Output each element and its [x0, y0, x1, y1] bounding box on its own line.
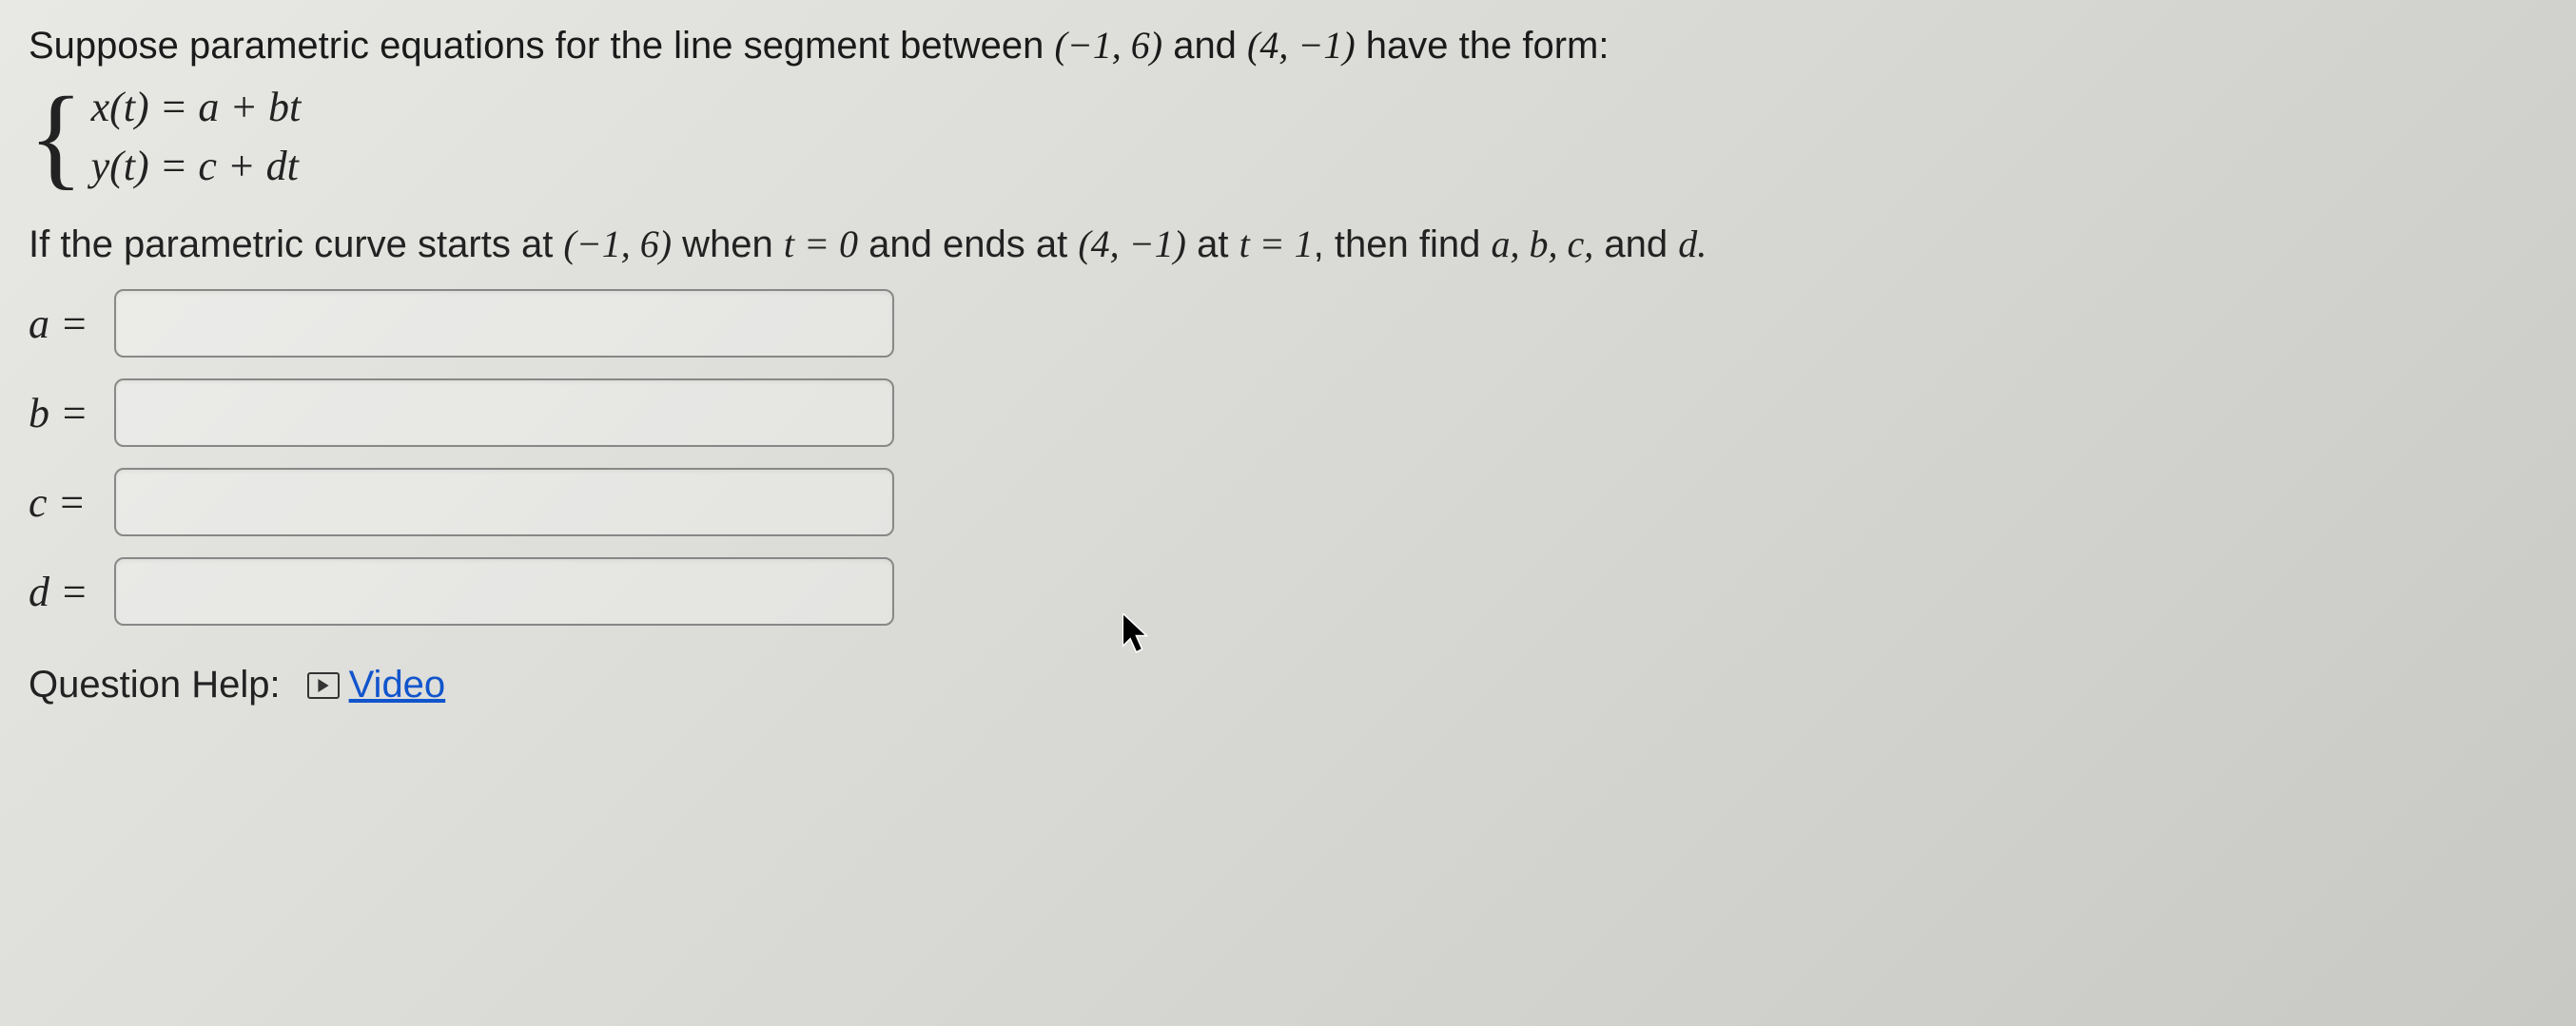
video-label: Video: [349, 664, 446, 707]
help-label: Question Help:: [29, 664, 281, 707]
prompt-text: and ends at: [858, 223, 1078, 265]
prompt-text: , then find: [1314, 223, 1492, 265]
prompt-text: If the parametric curve starts at: [29, 223, 563, 265]
prompt-var-d: d.: [1678, 223, 1707, 265]
prompt-t1: t = 1: [1239, 223, 1314, 265]
system-equations: { x(t) = a + bt y(t) = c + dt: [29, 78, 2547, 195]
prompt-text: at: [1186, 223, 1239, 265]
input-a[interactable]: [114, 289, 894, 358]
system-lines: x(t) = a + bt y(t) = c + dt: [91, 78, 302, 195]
question-prompt: If the parametric curve starts at (−1, 6…: [29, 222, 2547, 266]
label-d: d =: [29, 568, 114, 616]
prompt-t0: t = 0: [784, 223, 858, 265]
label-c: c =: [29, 478, 114, 527]
question-help-row: Question Help: Video: [29, 664, 2547, 707]
input-c[interactable]: [114, 468, 894, 536]
prompt-text: when: [672, 223, 784, 265]
input-row-c: c =: [29, 468, 2547, 536]
input-b[interactable]: [114, 378, 894, 447]
video-link[interactable]: Video: [307, 664, 446, 707]
prompt-vars: a, b, c,: [1491, 223, 1593, 265]
input-row-a: a =: [29, 289, 2547, 358]
input-row-b: b =: [29, 378, 2547, 447]
and-text: and: [1162, 25, 1247, 67]
input-row-d: d =: [29, 557, 2547, 626]
video-icon: [307, 672, 340, 699]
prompt-point2: (4, −1): [1078, 223, 1186, 265]
label-b: b =: [29, 389, 114, 437]
prompt-point1: (−1, 6): [563, 223, 672, 265]
left-brace-icon: {: [29, 91, 84, 183]
system-line-y: y(t) = c + dt: [91, 137, 302, 196]
point-1: (−1, 6): [1054, 24, 1162, 67]
input-d[interactable]: [114, 557, 894, 626]
label-a: a =: [29, 300, 114, 348]
prompt-text: and: [1593, 223, 1678, 265]
intro-text: Suppose parametric equations for the lin…: [29, 25, 1054, 67]
system-line-x: x(t) = a + bt: [91, 78, 302, 137]
point-2: (4, −1): [1247, 24, 1356, 67]
intro-tail: have the form:: [1356, 25, 1610, 67]
question-intro: Suppose parametric equations for the lin…: [29, 17, 2547, 74]
